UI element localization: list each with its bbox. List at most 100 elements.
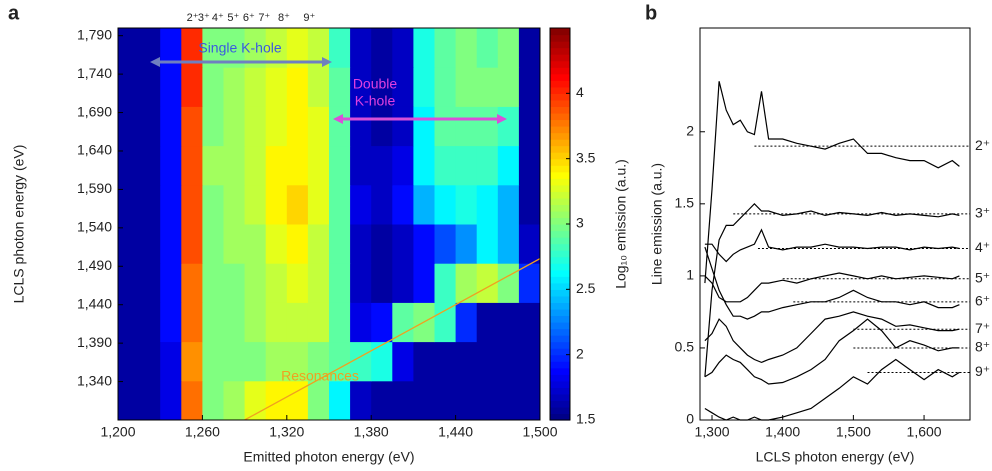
- heatmap-cell: [139, 184, 161, 225]
- colorbar-swatch: [550, 393, 570, 401]
- heatmap-cell: [244, 67, 267, 107]
- legend-label: 8⁺: [975, 339, 990, 355]
- heatmap-cell: [244, 341, 267, 382]
- colorbar-swatch: [550, 67, 570, 75]
- heatmap-cell: [518, 67, 541, 107]
- x-tick-label: 1,320: [269, 424, 304, 440]
- colorbar-swatch: [550, 380, 570, 388]
- colorbar-swatch: [550, 80, 570, 88]
- heatmap-cell: [118, 302, 140, 343]
- line-series: [704, 81, 960, 284]
- heatmap-cell: [265, 302, 288, 343]
- line-series: [704, 228, 960, 263]
- heatmap-cell: [329, 380, 351, 421]
- colorbar-swatch: [550, 28, 570, 36]
- colorbar-swatch: [550, 367, 570, 375]
- colorbar-swatch: [550, 106, 570, 114]
- heatmap-cell: [181, 380, 203, 421]
- heatmap-cell: [476, 380, 499, 421]
- heatmap-cell: [223, 380, 246, 421]
- x-tick-label: 1,600: [907, 424, 942, 440]
- heatmap-cell: [350, 341, 372, 382]
- colorbar-swatch: [550, 243, 570, 251]
- heatmap-cell: [244, 184, 267, 225]
- colorbar-swatch: [550, 191, 570, 199]
- heatmap-cell: [118, 341, 140, 382]
- heatmap-cell: [118, 106, 140, 147]
- heatmap-cell: [434, 106, 457, 147]
- heatmap-cell: [265, 145, 288, 186]
- heatmap-cell: [223, 263, 246, 303]
- heatmap-cell: [413, 28, 435, 68]
- heatmap-cell: [497, 28, 520, 68]
- y-tick-label: 1: [686, 267, 694, 283]
- colorbar-swatch: [550, 34, 570, 42]
- y-tick-label: 1,540: [77, 219, 112, 235]
- heatmap-cell: [518, 28, 541, 68]
- heatmap-cell: [392, 224, 414, 264]
- colorbar-swatch: [550, 99, 570, 107]
- heatmap-cell: [286, 145, 309, 186]
- y-tick-label: 0.5: [675, 339, 695, 355]
- heatmap-cell: [160, 380, 182, 421]
- resonance-line: [244, 258, 540, 420]
- colorbar-swatch: [550, 263, 570, 271]
- colorbar-swatch: [550, 145, 570, 153]
- annotation: Resonances: [281, 368, 359, 384]
- colorbar-swatch: [550, 126, 570, 134]
- colorbar-label: Log₁₀ emission (a.u.): [613, 159, 629, 289]
- heatmap-cell: [476, 224, 499, 264]
- heatmap-cell: [434, 184, 457, 225]
- heatmap-cell: [455, 224, 478, 264]
- heatmap-cell: [371, 28, 393, 68]
- heatmap-cell: [244, 224, 267, 264]
- heatmap-cell: [160, 67, 182, 107]
- line-series: [704, 318, 960, 385]
- charge-label: 6⁺: [243, 12, 255, 24]
- colorbar-swatch: [550, 217, 570, 225]
- colorbar-swatch: [550, 197, 570, 205]
- y-tick-label: 1,390: [77, 334, 112, 350]
- heatmap-cell: [392, 263, 414, 303]
- y-tick-label: 1,740: [77, 65, 112, 81]
- heatmap-cell: [181, 302, 203, 343]
- colorbar-swatch: [550, 289, 570, 297]
- heatmap-cell: [329, 106, 351, 147]
- heatmap-cell: [265, 28, 288, 68]
- colorbar-tick-label: 1.5: [576, 411, 596, 427]
- heatmap-cell: [413, 380, 435, 421]
- heatmap-cell: [307, 224, 330, 264]
- colorbar-swatch: [550, 308, 570, 317]
- colorbar-swatch: [550, 178, 570, 186]
- heatmap-cell: [350, 302, 372, 343]
- legend-label: 5⁺: [975, 269, 990, 285]
- y-tick-label: 1,440: [77, 295, 112, 311]
- heatmap-cell: [392, 28, 414, 68]
- heatmap-cell: [307, 184, 330, 225]
- line-series: [704, 311, 960, 364]
- heatmap-cell: [202, 145, 224, 186]
- heatmap-cell: [329, 263, 351, 303]
- line-series: [704, 202, 960, 377]
- colorbar-tick-label: 4: [576, 84, 584, 100]
- heatmap-cell: [202, 28, 224, 68]
- colorbar-swatch: [550, 73, 570, 81]
- plot-frame: [699, 27, 971, 421]
- heatmap-cell: [223, 106, 246, 147]
- heatmap-cell: [476, 28, 499, 68]
- heatmap-cell: [286, 380, 309, 421]
- colorbar-swatch: [550, 322, 570, 330]
- charge-label: 5⁺: [227, 12, 239, 24]
- y-tick-label: 1,340: [77, 372, 112, 388]
- colorbar-swatch: [550, 256, 570, 264]
- heatmap-cell: [350, 184, 372, 225]
- heatmap-cell: [265, 263, 288, 303]
- heatmap-cell: [139, 28, 161, 68]
- heatmap-cell: [139, 224, 161, 264]
- heatmap-cell: [518, 106, 541, 147]
- annotation: Double: [353, 76, 398, 92]
- colorbar-swatch: [550, 341, 570, 349]
- heatmap-cell: [160, 106, 182, 147]
- heatmap-cell: [518, 263, 541, 303]
- heatmap-cell: [350, 67, 372, 107]
